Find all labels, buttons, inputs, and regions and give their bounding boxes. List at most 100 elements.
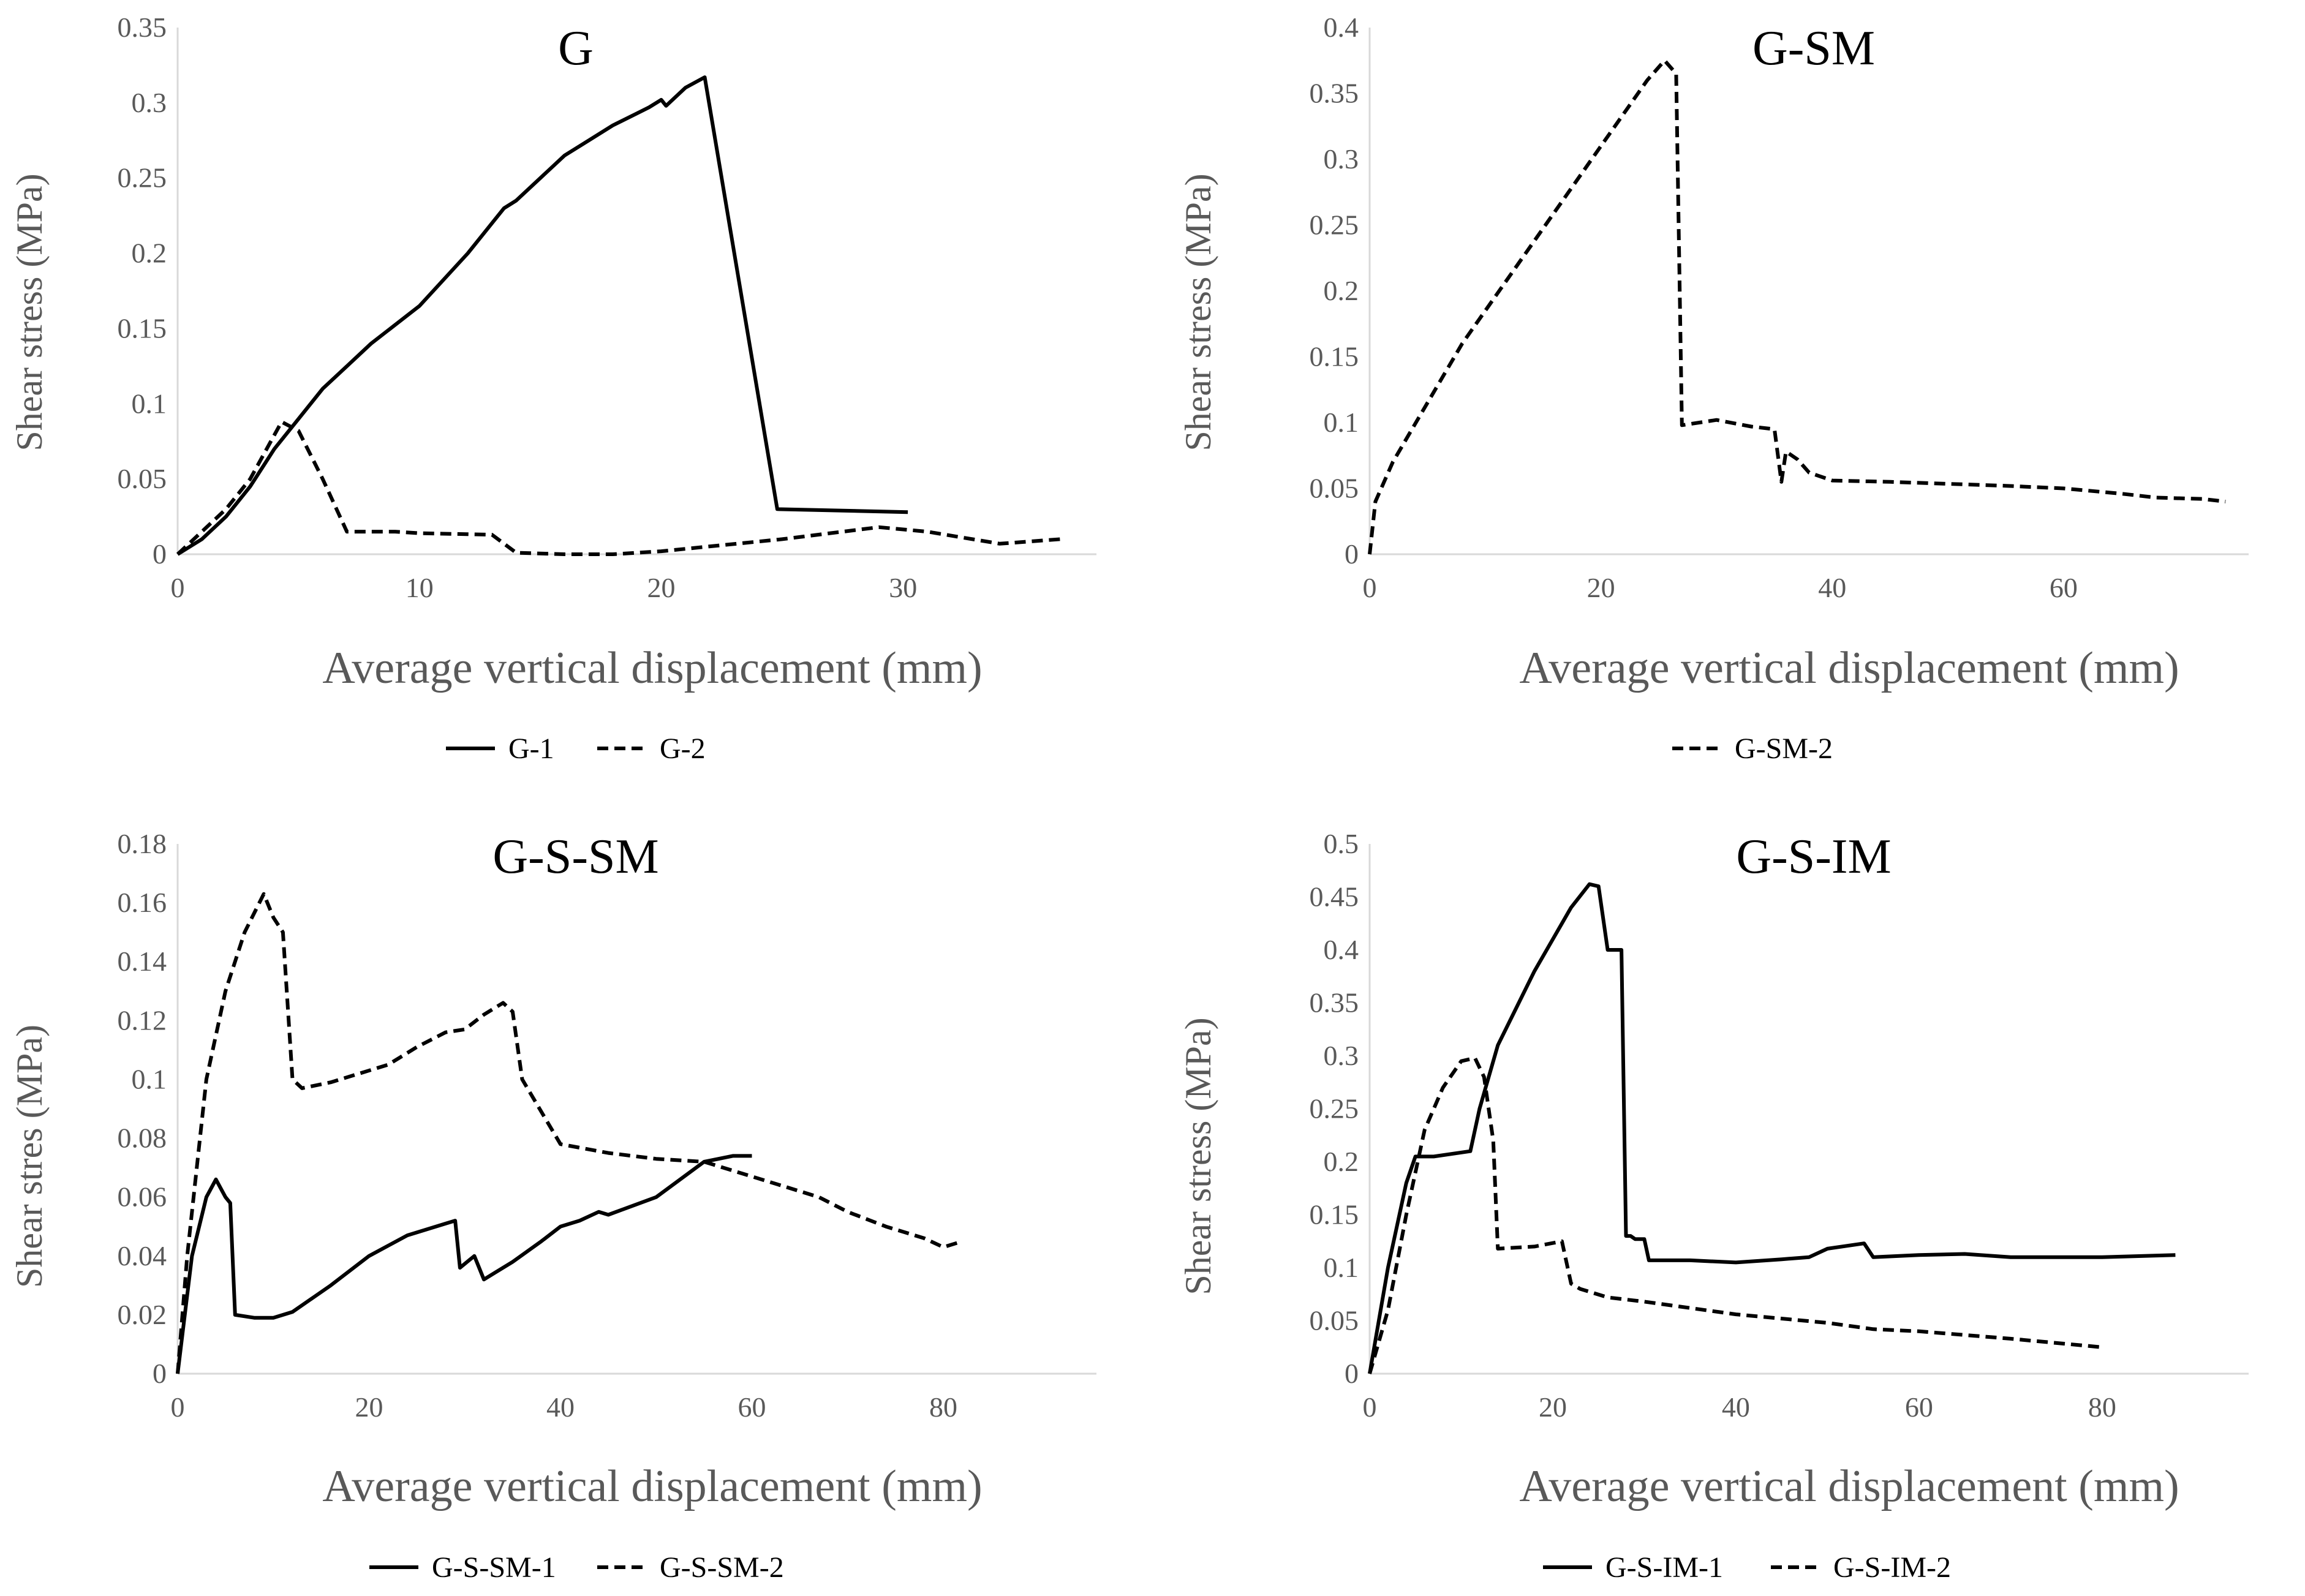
chart-panel-g-s-sm: G-S-SM Shear stres (MPa) Average vertica… bbox=[0, 798, 1152, 1596]
y-tick-label: 0.4 bbox=[1324, 12, 1359, 43]
chart-g-sm: G-SM Shear stress (MPa) Average vertical… bbox=[1178, 12, 2249, 765]
x-tick-label: 60 bbox=[1905, 1391, 1933, 1423]
x-axis-label: Average vertical displacement (mm) bbox=[322, 643, 982, 693]
y-axis-label: Shear stress (MPa) bbox=[1178, 1017, 1218, 1295]
y-tick-label: 0.12 bbox=[118, 1004, 167, 1036]
legend: G-S-SM-1 G-S-SM-2 bbox=[369, 1551, 784, 1584]
legend-item-g-s-im-2: G-S-IM-2 bbox=[1771, 1551, 1951, 1584]
chart-title: G bbox=[558, 21, 594, 75]
x-tick-label: 40 bbox=[1818, 572, 1846, 603]
y-tick-label: 0.2 bbox=[1324, 1146, 1359, 1177]
x-tick-label: 60 bbox=[2050, 572, 2078, 603]
y-axis-label: Shear stres (MPa) bbox=[9, 1025, 50, 1288]
legend-item-g-2: G-2 bbox=[597, 732, 706, 765]
y-tick-label: 0 bbox=[1345, 538, 1359, 570]
chart-g-s-im: G-S-IM Shear stress (MPa) Average vertic… bbox=[1178, 828, 2249, 1584]
y-tick-label: 0.04 bbox=[118, 1240, 167, 1271]
x-tick-label: 20 bbox=[1587, 572, 1615, 603]
legend-label: G-2 bbox=[660, 732, 706, 765]
y-tick-label: 0.4 bbox=[1324, 934, 1359, 965]
legend-label: G-S-IM-1 bbox=[1605, 1551, 1723, 1584]
x-axis-label: Average vertical displacement (mm) bbox=[1519, 1461, 2179, 1511]
y-tick-label: 0 bbox=[153, 1358, 167, 1389]
x-tick-label: 0 bbox=[171, 572, 185, 603]
x-tick-label: 80 bbox=[2088, 1391, 2116, 1423]
x-tick-label: 0 bbox=[171, 1391, 185, 1423]
y-tick-label: 0 bbox=[153, 538, 167, 570]
legend-label: G-S-IM-2 bbox=[1833, 1551, 1951, 1584]
y-tick-label: 0.25 bbox=[1310, 1093, 1359, 1124]
legend-label: G-SM-2 bbox=[1735, 732, 1833, 765]
series-line-g-s-sm-1 bbox=[176, 1154, 752, 1374]
chart-panel-g: G Shear stress (MPa) Average vertical di… bbox=[0, 0, 1152, 798]
x-tick-label: 20 bbox=[647, 572, 675, 603]
y-tick-label: 0.2 bbox=[132, 238, 167, 269]
x-axis-label: Average vertical displacement (mm) bbox=[322, 1461, 982, 1511]
y-tick-label: 0.1 bbox=[132, 1063, 167, 1094]
plot-area: 0 0.05 0.1 0.15 0.2 0.25 0.3 0.35 0 10 20 30 bbox=[118, 12, 1096, 603]
y-tick-label: 0.16 bbox=[118, 887, 167, 918]
y-tick-label: 0.1 bbox=[132, 388, 167, 419]
chart-title: G-SM bbox=[1752, 21, 1875, 75]
y-tick-label: 0.14 bbox=[118, 946, 167, 977]
y-tick-label: 0.35 bbox=[118, 12, 167, 43]
legend-item-g-s-im-1: G-S-IM-1 bbox=[1543, 1551, 1723, 1584]
y-tick-label: 0.3 bbox=[1324, 143, 1359, 175]
y-tick-label: 0.15 bbox=[118, 312, 167, 344]
y-tick-label: 0.15 bbox=[1310, 1199, 1359, 1230]
y-tick-label: 0.08 bbox=[118, 1123, 167, 1154]
y-tick-label: 0.35 bbox=[1310, 987, 1359, 1018]
x-tick-label: 40 bbox=[546, 1391, 575, 1423]
y-tick-label: 0.2 bbox=[1324, 275, 1359, 306]
y-tick-label: 0 bbox=[1345, 1358, 1359, 1389]
chart-g: G Shear stress (MPa) Average vertical di… bbox=[9, 12, 1096, 765]
y-tick-label: 0.45 bbox=[1310, 881, 1359, 913]
series-line-g-s-im-2 bbox=[1368, 1056, 2103, 1374]
y-tick-label: 0.05 bbox=[118, 463, 167, 494]
legend: G-SM-2 bbox=[1672, 732, 1833, 765]
series-line-g-s-sm-2 bbox=[176, 892, 964, 1374]
y-tick-label: 0.05 bbox=[1310, 1305, 1359, 1336]
legend-item-g-s-sm-1: G-S-SM-1 bbox=[369, 1551, 556, 1584]
y-tick-label: 0.02 bbox=[118, 1299, 167, 1330]
y-tick-label: 0.1 bbox=[1324, 1252, 1359, 1283]
x-tick-label: 20 bbox=[1539, 1391, 1567, 1423]
y-tick-label: 0.5 bbox=[1324, 828, 1359, 859]
plot-area: 0 0.05 0.1 0.15 0.2 0.25 0.3 0.35 0.4 0 20 40 60 bbox=[1310, 12, 2249, 603]
legend-item-g-s-sm-2: G-S-SM-2 bbox=[597, 1551, 784, 1584]
y-tick-label: 0.06 bbox=[118, 1181, 167, 1213]
chart-panel-g-s-im: G-S-IM Shear stress (MPa) Average vertic… bbox=[1152, 798, 2304, 1596]
legend-label: G-S-SM-2 bbox=[660, 1551, 784, 1584]
series-line-g-s-im-1 bbox=[1368, 882, 2176, 1374]
x-tick-label: 40 bbox=[1722, 1391, 1750, 1423]
series-line-g-sm-2 bbox=[1368, 58, 2226, 555]
x-axis-label: Average vertical displacement (mm) bbox=[1519, 643, 2179, 693]
legend-item-g-sm-2: G-SM-2 bbox=[1672, 732, 1833, 765]
chart-title: G-S-SM bbox=[492, 830, 658, 884]
y-tick-label: 0.25 bbox=[1310, 209, 1359, 241]
chart-title: G-S-IM bbox=[1736, 830, 1891, 884]
x-tick-label: 30 bbox=[889, 572, 917, 603]
x-tick-label: 0 bbox=[1363, 572, 1377, 603]
y-tick-label: 0.3 bbox=[1324, 1040, 1359, 1071]
x-tick-label: 0 bbox=[1363, 1391, 1377, 1423]
series-line-g-1 bbox=[176, 75, 908, 556]
y-tick-label: 0.15 bbox=[1310, 341, 1359, 372]
plot-area: 0 0.02 0.04 0.06 0.08 0.1 0.12 0.14 0.16 0.18 0 20 4… bbox=[118, 828, 1096, 1423]
chart-g-s-sm: G-S-SM Shear stres (MPa) Average vertica… bbox=[9, 828, 1096, 1584]
legend: G-S-IM-1 G-S-IM-2 bbox=[1543, 1551, 1951, 1584]
y-axis-label: Shear stress (MPa) bbox=[9, 173, 50, 451]
legend-item-g-1: G-1 bbox=[446, 732, 554, 765]
plot-area: 0 0.05 0.1 0.15 0.2 0.25 0.3 0.35 0.4 0.45 0.5 0 20 4… bbox=[1310, 828, 2249, 1423]
y-tick-label: 0.1 bbox=[1324, 407, 1359, 438]
y-tick-label: 0.18 bbox=[118, 828, 167, 859]
legend: G-1 G-2 bbox=[446, 732, 706, 765]
x-tick-label: 80 bbox=[929, 1391, 957, 1423]
y-tick-label: 0.35 bbox=[1310, 78, 1359, 109]
x-tick-label: 10 bbox=[406, 572, 434, 603]
legend-label: G-S-SM-1 bbox=[432, 1551, 556, 1584]
y-tick-label: 0.05 bbox=[1310, 473, 1359, 504]
chart-panel-g-sm: G-SM Shear stress (MPa) Average vertical… bbox=[1152, 0, 2304, 798]
x-tick-label: 60 bbox=[738, 1391, 766, 1423]
